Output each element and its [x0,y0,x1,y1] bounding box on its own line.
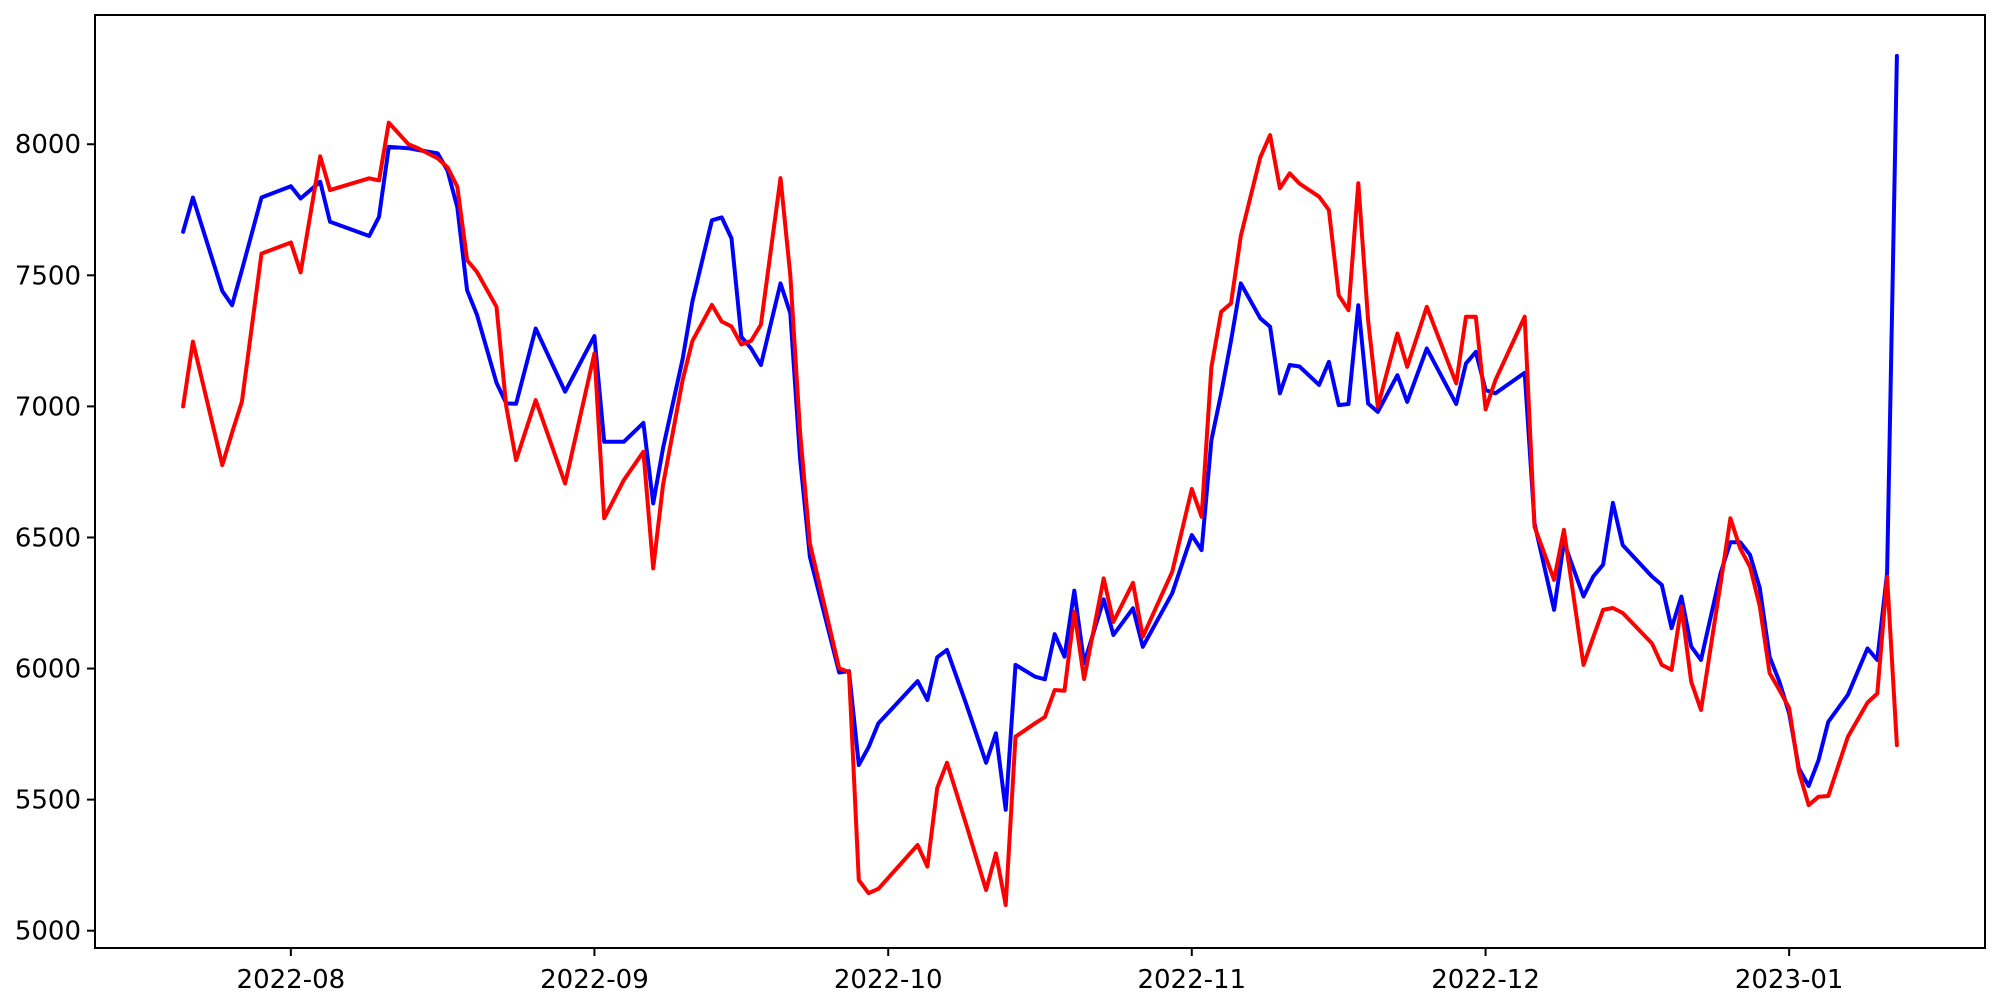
red-series-line [181,120,1899,907]
y-tick-label: 6500 [15,523,81,553]
y-tick-label: 6000 [15,655,81,685]
axis-ticks [87,143,1791,956]
y-tick-label: 8000 [15,130,81,160]
x-tick-label: 2023-01 [1735,965,1844,995]
x-tick-label: 2022-09 [540,965,649,995]
blue-series-line [181,53,1899,812]
y-tick-label: 7500 [15,261,81,291]
axis-tick-labels: 5000 5500 6000 6500 7000 7500 8000 2022-08 2022-… [15,130,1844,995]
plot-spines [94,14,1986,949]
x-tick-label: 2022-12 [1431,965,1540,995]
y-tick-label: 5000 [15,917,81,947]
x-tick-label: 2022-10 [834,965,943,995]
x-tick-label: 2022-11 [1137,965,1246,995]
plot-border [94,14,1986,949]
series-lines [181,53,1899,907]
y-tick-label: 5500 [15,786,81,816]
y-tick-label: 7000 [15,392,81,422]
x-tick-label: 2022-08 [237,965,346,995]
